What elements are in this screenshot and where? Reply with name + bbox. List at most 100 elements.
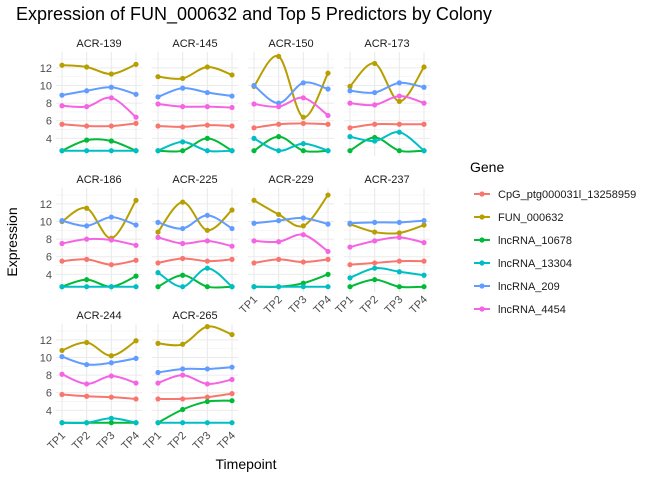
data-point <box>108 394 114 400</box>
data-point <box>180 420 186 426</box>
data-point <box>300 114 306 120</box>
series-line-lncRNA_10678 <box>61 138 137 152</box>
y-tick-label: 6 <box>46 388 52 400</box>
data-point <box>421 258 427 264</box>
data-point <box>180 272 186 278</box>
series-line-lncRNA_13304 <box>349 131 425 152</box>
data-point <box>108 214 114 220</box>
x-tick-label: TP1 <box>141 430 164 453</box>
data-point <box>204 265 210 271</box>
data-point <box>133 257 139 263</box>
data-point <box>229 207 235 213</box>
legend-key-point <box>479 260 485 266</box>
data-point <box>251 284 257 290</box>
data-point <box>133 355 139 361</box>
x-tick-label: TP4 <box>407 294 430 317</box>
data-point <box>133 380 139 386</box>
series-line-CpG_ptg000031l_13258959 <box>253 122 329 129</box>
data-point <box>325 70 331 76</box>
series-line-lncRNA_209 <box>61 216 137 227</box>
y-tick-label: 12 <box>40 199 52 211</box>
data-point <box>180 240 186 247</box>
y-tick-label: 10 <box>40 216 52 228</box>
data-point <box>133 396 139 402</box>
data-point <box>204 104 210 110</box>
facet-panels: ACR-139 4 6 8 10 12 ACR-145 ACR-150 ACR-173 ACR-1… <box>40 38 430 452</box>
series-line-FUN_000632 <box>253 55 329 119</box>
data-point <box>372 219 378 225</box>
data-point <box>133 284 139 290</box>
data-point <box>251 260 257 266</box>
data-point <box>229 104 235 111</box>
series-line-lncRNA_209 <box>349 81 425 94</box>
data-point <box>180 284 186 290</box>
data-point <box>84 361 90 368</box>
series-line-FUN_000632 <box>61 199 137 240</box>
data-point <box>396 93 402 99</box>
data-point <box>421 121 427 127</box>
series-line-lncRNA_13304 <box>157 140 233 153</box>
panel-ACR-139: ACR-139 4 6 8 10 12 <box>40 38 142 156</box>
data-point <box>229 72 235 78</box>
data-point <box>300 80 306 86</box>
data-point <box>229 93 235 99</box>
data-point <box>155 380 161 386</box>
data-point <box>229 398 235 404</box>
data-point <box>372 238 378 244</box>
panel-ACR-186: ACR-186 4 6 8 10 12 <box>40 174 142 292</box>
series-line-CpG_ptg000031l_13258959 <box>61 122 137 128</box>
x-tick-label: TP1 <box>333 294 356 317</box>
series-line-lncRNA_4454 <box>157 236 233 248</box>
data-point <box>347 88 353 94</box>
data-point <box>251 148 257 154</box>
data-point <box>347 134 353 140</box>
series-line-lncRNA_4454 <box>157 374 233 385</box>
data-point <box>155 270 161 276</box>
data-point <box>325 112 331 119</box>
x-tick-label: TP2 <box>358 294 381 317</box>
data-point <box>251 220 257 226</box>
data-point <box>180 85 186 91</box>
data-point <box>372 121 378 127</box>
series-line-lncRNA_4454 <box>61 237 137 247</box>
y-tick-label: 4 <box>46 133 52 145</box>
data-point <box>229 148 235 154</box>
data-point <box>155 340 161 346</box>
data-point <box>347 220 353 226</box>
data-point <box>180 139 186 145</box>
series-line-lncRNA_209 <box>253 216 329 226</box>
panel-strip-label: ACR-237 <box>364 174 409 186</box>
data-point <box>325 148 331 154</box>
data-point <box>396 269 402 275</box>
data-point <box>300 232 306 238</box>
data-point <box>372 229 378 235</box>
data-point <box>133 91 139 97</box>
data-point <box>155 101 161 107</box>
data-point <box>180 148 186 154</box>
series-line-lncRNA_10678 <box>253 135 329 153</box>
data-point <box>133 273 139 279</box>
data-point <box>133 148 139 154</box>
data-point <box>325 192 331 198</box>
data-point <box>229 243 235 249</box>
data-point <box>204 381 210 387</box>
series-line-FUN_000632 <box>157 201 233 233</box>
data-point <box>155 260 161 266</box>
data-point <box>59 371 65 377</box>
data-point <box>180 199 186 205</box>
data-point <box>372 60 378 67</box>
data-point <box>204 135 210 141</box>
series-line-lncRNA_4454 <box>61 96 137 119</box>
legend-label: lncRNA_209 <box>498 281 560 293</box>
data-point <box>84 393 90 399</box>
panel-strip-label: ACR-265 <box>172 310 217 322</box>
x-tick-label: TP3 <box>95 430 118 453</box>
data-point <box>204 122 210 128</box>
data-point <box>276 134 282 140</box>
x-tick-label: TP4 <box>215 430 238 453</box>
data-point <box>133 222 139 228</box>
data-point <box>108 71 114 77</box>
series-line-CpG_ptg000031l_13258959 <box>157 124 233 128</box>
data-point <box>372 89 378 96</box>
